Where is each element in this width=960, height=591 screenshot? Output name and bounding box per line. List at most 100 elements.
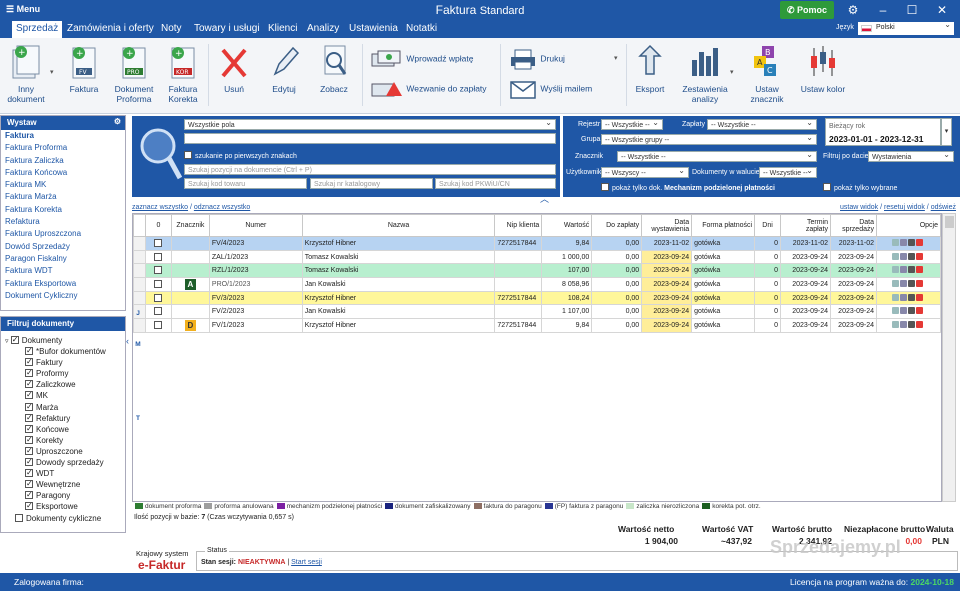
alpha-letter[interactable] (133, 299, 143, 310)
grid-scrollbar[interactable] (942, 213, 956, 502)
eksport-button[interactable]: Eksport (630, 44, 670, 94)
zestawienia-button[interactable]: Zestawienia analizy (678, 44, 732, 104)
delete-icon[interactable] (916, 320, 924, 328)
col-header[interactable]: Do zapłaty (591, 214, 643, 237)
alpha-letter[interactable]: T (136, 414, 140, 422)
alpha-letter[interactable]: M (135, 341, 141, 348)
wystaw-item[interactable]: Refaktura (5, 217, 40, 227)
menu-zamowienia[interactable]: Zamówienia i oferty (67, 23, 154, 34)
alpha-letter[interactable] (133, 331, 143, 342)
print-icon[interactable] (900, 238, 908, 246)
alpha-letter[interactable] (133, 394, 143, 405)
info-icon[interactable] (892, 266, 900, 274)
refresh-link[interactable]: odśwież (930, 204, 956, 211)
row-checkbox[interactable] (144, 236, 172, 251)
gear-icon[interactable]: ⚙ (113, 117, 121, 126)
col-header[interactable]: Nip klienta (494, 214, 543, 237)
delete-icon[interactable] (916, 266, 924, 274)
table-row[interactable]: FV/3/2023 Krzysztof Hibner 7272517844 108,2… (133, 290, 942, 306)
print-icon[interactable] (900, 279, 908, 287)
menu-notatki[interactable]: Notatki (406, 23, 438, 34)
wezwanie-button[interactable]: Wezwanie do zapłaty (370, 78, 494, 100)
mpp-checkbox[interactable]: pokaż tylko dok. Mechanizm podzielonej p… (601, 183, 775, 192)
chevron-down-icon[interactable]: ▾ (614, 55, 618, 62)
menu-analizy[interactable]: Analizy (307, 23, 340, 34)
alpha-letter[interactable] (133, 257, 143, 268)
maximize-icon[interactable]: ☐ (906, 3, 918, 17)
col-header[interactable]: Data wystawienia (641, 214, 693, 237)
wyslij-mailem-button[interactable]: Wyślij mailem (508, 78, 618, 100)
alpha-letter[interactable] (133, 373, 143, 384)
row-checkbox[interactable] (144, 277, 172, 292)
drukuj-button[interactable]: Drukuj (508, 48, 618, 70)
alpha-letter[interactable] (133, 362, 143, 373)
tree-item[interactable]: WDT (5, 467, 125, 479)
delete-icon[interactable] (916, 279, 924, 287)
table-row[interactable]: RZL/1/2023 Tomasz Kowalski 107,00 0,00 2023-… (133, 263, 942, 279)
ustaw-kolor-button[interactable]: Ustaw kolor (798, 44, 848, 94)
tree-item[interactable]: *Bufor dokumentów (5, 345, 125, 357)
selected-only-checkbox[interactable]: pokaż tylko wybrane (823, 183, 897, 192)
alpha-letter[interactable] (133, 247, 143, 258)
tree-item[interactable]: Końcowe (5, 423, 125, 435)
uzytkownik-select[interactable]: -- Wszyscy -- (601, 167, 689, 178)
col-header[interactable]: 0 (144, 214, 172, 237)
menu-ustawienia[interactable]: Ustawienia (349, 23, 398, 34)
edit-icon[interactable] (908, 252, 916, 260)
edytuj-button[interactable]: Edytuj (264, 44, 304, 94)
delete-icon[interactable] (916, 293, 924, 301)
info-icon[interactable] (892, 238, 900, 246)
tree-item[interactable]: Dowody sprzedaży (5, 456, 125, 468)
col-header[interactable]: Opcje (875, 214, 942, 237)
tree-item-cykliczne[interactable]: Dokumenty cykliczne (5, 513, 125, 524)
wystaw-item[interactable]: Paragon Fiskalny (5, 253, 67, 263)
tree-item[interactable]: Refaktury (5, 412, 125, 424)
wystaw-item[interactable]: Faktura Uproszczona (5, 229, 82, 239)
tree-item[interactable]: Marża (5, 401, 125, 413)
start-session-link[interactable]: Start sesji (291, 559, 322, 566)
first-chars-checkbox[interactable]: szukanie po pierwszych znakach (184, 151, 297, 160)
usun-button[interactable]: Usuń (214, 44, 254, 94)
settings-gear-icon[interactable]: ⚙ (847, 3, 859, 17)
col-header[interactable]: Znacznik (170, 214, 210, 237)
search-field-select[interactable]: Wszystkie pola (184, 119, 556, 130)
col-header[interactable]: Nazwa (301, 214, 496, 237)
edit-icon[interactable] (908, 279, 916, 287)
set-view-link[interactable]: ustaw widok (840, 204, 879, 211)
col-header[interactable]: Dni (754, 214, 782, 237)
tree-item[interactable]: Uproszczone (5, 445, 125, 457)
edit-icon[interactable] (908, 320, 916, 328)
tree-item[interactable]: Eksportowe (5, 500, 125, 512)
tree-item[interactable]: Korekty (5, 434, 125, 446)
pkwiu-code-input[interactable]: Szukaj kod PKWiU/CN (435, 178, 556, 189)
row-checkbox[interactable] (144, 263, 172, 279)
row-checkbox[interactable] (144, 249, 172, 265)
wystaw-item[interactable]: Faktura Zaliczka (5, 155, 64, 165)
row-checkbox[interactable] (144, 318, 172, 333)
edit-icon[interactable] (908, 293, 916, 301)
grupa-select[interactable]: -- Wszystkie grupy -- (601, 134, 817, 145)
zaplaty-select[interactable]: -- Wszystkie -- (707, 119, 817, 130)
table-row[interactable]: D FV/1/2023 Krzysztof Hibner 7272517844 9,84… (133, 318, 942, 333)
table-row[interactable]: FV/2/2023 Jan Kowalski 1 107,00 0,00 2023-09… (133, 304, 942, 320)
table-row[interactable]: A PRO/1/2023 Jan Kowalski 8 058,96 0,00 2023-… (133, 277, 942, 292)
wystaw-item[interactable]: Dokument Cykliczny (5, 290, 78, 300)
alpha-letter[interactable] (133, 236, 143, 247)
collapse-panel-icon[interactable]: ‹ (126, 336, 129, 346)
info-icon[interactable] (892, 307, 900, 315)
collapse-search-icon[interactable]: ︿ (540, 194, 550, 204)
tree-item[interactable]: Paragony (5, 489, 125, 501)
rejestr-select[interactable]: -- Wszystkie -- (601, 119, 663, 130)
col-header[interactable]: Wartość (541, 214, 593, 237)
delete-icon[interactable] (916, 238, 924, 246)
tree-item[interactable]: Zaliczkowe (5, 378, 125, 390)
wystaw-item[interactable]: Faktura Korekta (5, 204, 62, 214)
chevron-down-icon[interactable]: ▾ (50, 69, 54, 76)
alpha-letter[interactable] (133, 278, 143, 289)
delete-icon[interactable] (916, 252, 924, 260)
chevron-down-icon[interactable]: ▾ (730, 69, 734, 76)
menu-sprzedaz[interactable]: Sprzedaż (12, 21, 63, 38)
alpha-letter[interactable] (133, 404, 143, 415)
tree-item[interactable]: Faktury (5, 356, 125, 368)
col-header[interactable]: Numer (208, 214, 303, 237)
